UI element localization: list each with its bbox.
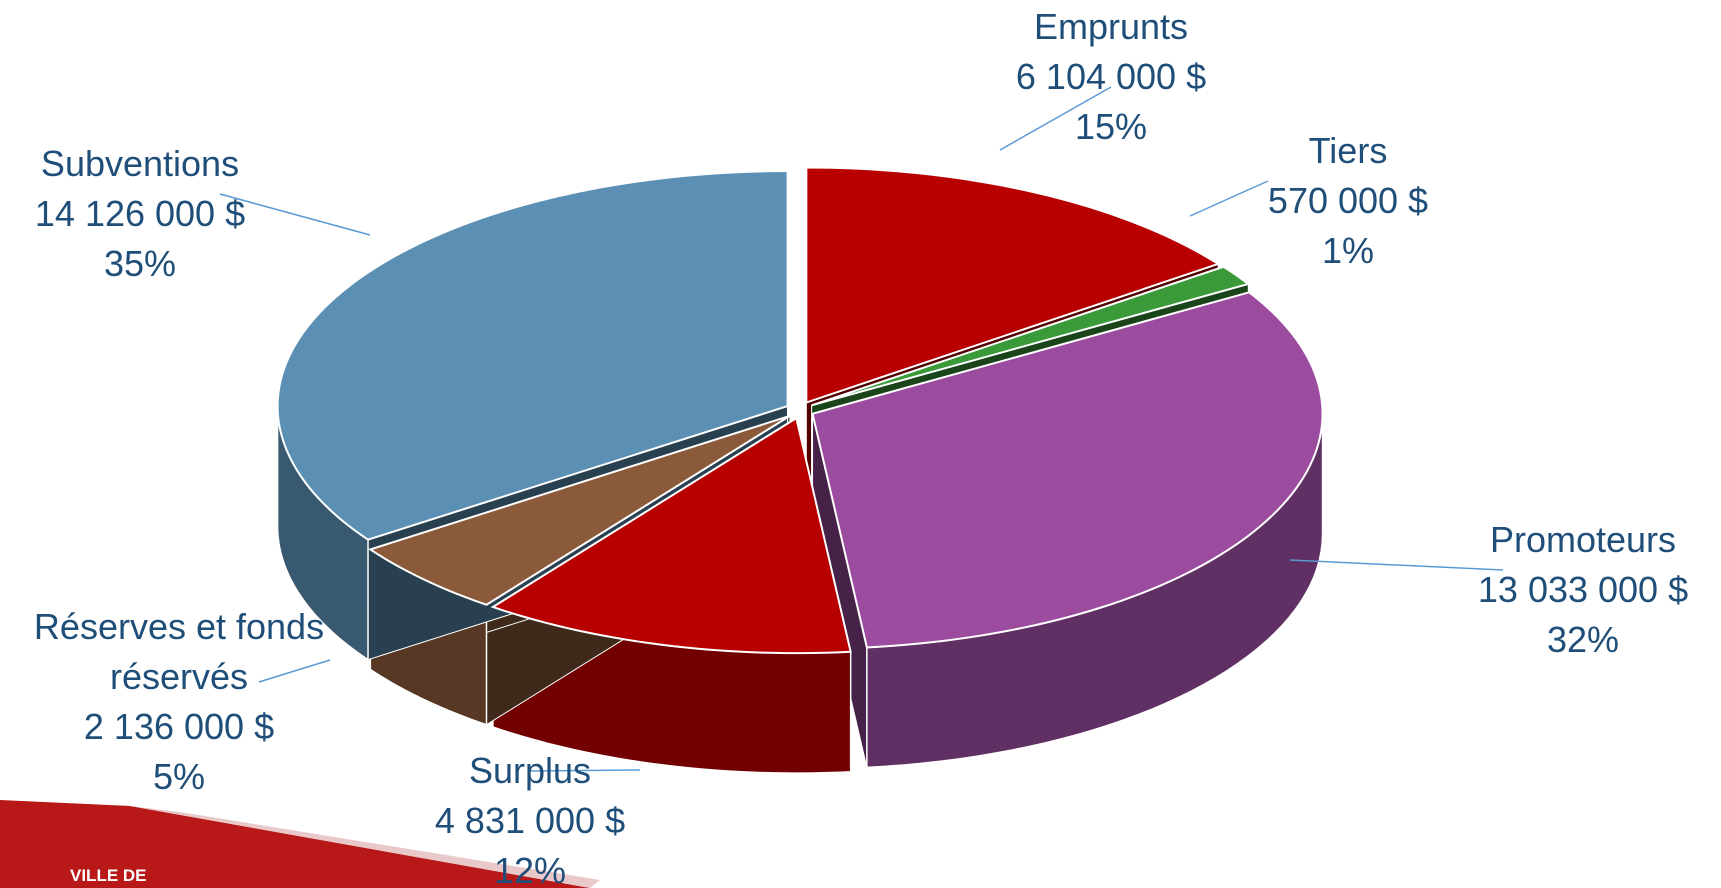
slice-name: Subventions [40,143,240,184]
slice-name: Promoteurs [1489,519,1677,560]
pie-slice [276,170,789,541]
data-label: Réserves et fonds réservés 2 136 000 $ 5% [0,602,359,802]
value-label: 13 033 000 $ [1477,569,1689,610]
percent-label: 32% [1546,619,1620,660]
value-label: 4 831 000 $ [434,800,626,841]
percent-label: 1% [1321,230,1375,271]
slice-name: Emprunts [1033,6,1189,47]
percent-label: 5% [152,756,206,797]
pie-slice [811,265,1251,407]
value-label: 570 000 $ [1267,180,1429,221]
leader-line [1189,180,1269,217]
pie-slice [368,414,791,606]
leader-line [999,86,1112,151]
data-label: Subventions 14 126 000 $ 35% [35,139,245,289]
pie-slice [490,416,852,655]
logo-band-light [130,806,600,888]
percent-label: 12% [493,850,567,888]
leader-line [258,659,331,683]
leader-line [1289,559,1504,571]
value-label: 2 136 000 $ [83,706,275,747]
logo-text: VILLE DE [70,866,147,885]
data-label: Promoteurs 13 033 000 $ 32% [1478,515,1688,665]
slice-name: Surplus [468,750,592,791]
leader-line [529,769,641,772]
leader-line [219,193,371,236]
value-label: 6 104 000 $ [1015,56,1207,97]
pie-slice [805,166,1221,404]
data-label: Surplus 4 831 000 $ 12% [435,746,625,888]
value-label: 14 126 000 $ [34,193,246,234]
logo-band [0,800,590,888]
slice-name: Tiers [1308,130,1388,171]
percent-label: 15% [1074,106,1148,147]
pie [276,166,1324,774]
slice-name: Réserves et fonds réservés [33,606,325,697]
data-label: Tiers 570 000 $ 1% [1268,126,1428,276]
percent-label: 35% [103,243,177,284]
data-label: Emprunts 6 104 000 $ 15% [1016,2,1206,152]
pie-slice [811,291,1324,649]
